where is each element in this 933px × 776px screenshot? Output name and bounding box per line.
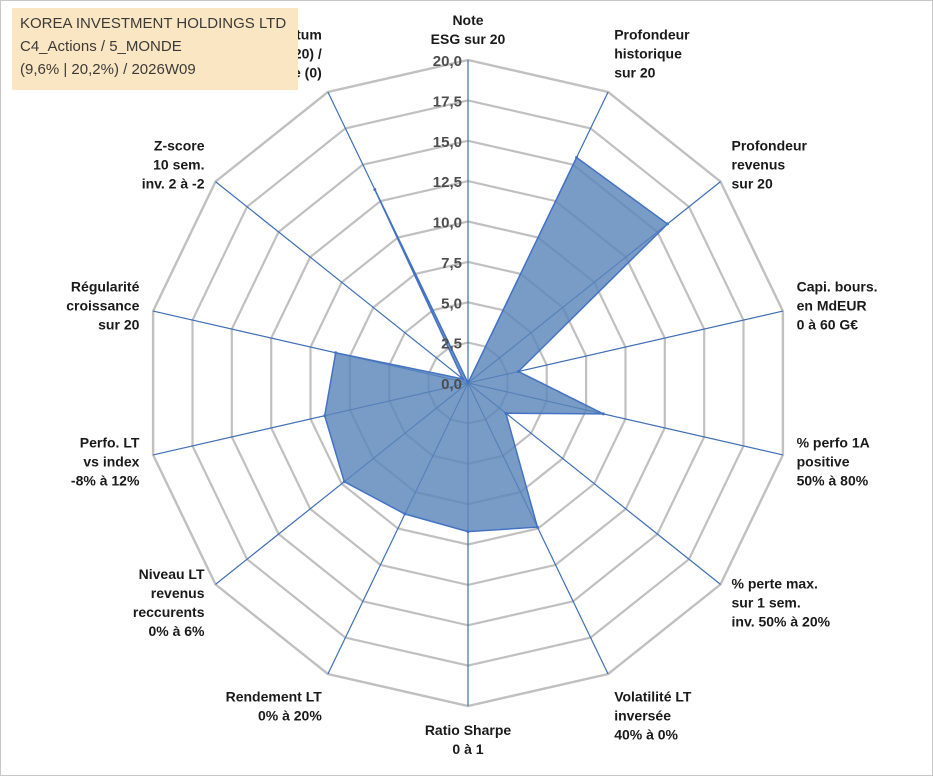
axis-label-line: % perfo 1A [797, 435, 870, 451]
axis-label-line: 40% à 0% [614, 727, 678, 743]
axis-label-line: ESG sur 20 [431, 31, 506, 47]
axis-label-line: en MdEUR [797, 297, 867, 313]
axis-label-line: sur 20 [732, 176, 773, 192]
tick-label: 0,0 [441, 376, 462, 393]
axis-spoke [467, 382, 721, 585]
axis-label-line: Perfo. LT [80, 435, 140, 451]
axis-label-line: sur 1 sem. [732, 594, 801, 610]
tick-label: 15,0 [433, 134, 462, 151]
axis-label-line: -8% à 12% [71, 473, 140, 489]
axis-label-line: 0 à 60 G€ [797, 316, 859, 332]
company-name: KOREA INVESTMENT HOLDINGS LTD [20, 15, 287, 32]
axis-label-line: croissance [66, 297, 139, 313]
axis-label-line: inv. 50% à 20% [732, 613, 831, 629]
axis-spoke [215, 181, 469, 384]
axis-label-line: Profondeur [732, 138, 808, 154]
axis-label-line: sur 20 [614, 64, 655, 80]
axis-label-line: Z-score [154, 138, 205, 154]
series-layer [323, 156, 669, 534]
axis-label: Rendement LT 0% à 20% [226, 689, 323, 724]
axis-spoke [467, 310, 784, 384]
data-point [466, 381, 470, 385]
axis-label-line: positive [797, 454, 850, 470]
axis-label-line: 0% à 20% [258, 708, 322, 724]
axis-label: Ratio Sharpe 0 à 1 [425, 722, 512, 757]
axis-label: Profondeur historique sur 20 [614, 26, 690, 80]
axis-label-line: revenus [151, 585, 205, 601]
axis-labels: Note ESG sur 20 Profondeur historique sur 20… [66, 12, 877, 757]
tick-label: 2,5 [441, 336, 462, 353]
axis-label-line: Capi. bours. [797, 278, 878, 294]
portfolio-label: C4_Actions / 5_MONDE [20, 38, 182, 55]
axis-label-line: 0 à 1 [452, 741, 483, 757]
data-point [466, 530, 470, 534]
series-area [323, 156, 669, 533]
axis-label: Capi. bours. en MdEUR 0 à 60 G€ [797, 278, 878, 332]
axis-label-line: historique [614, 45, 682, 61]
data-point [535, 525, 539, 529]
data-point [323, 414, 327, 418]
data-point [342, 480, 346, 484]
axis-label-line: Note [452, 12, 483, 28]
axis-label: Note ESG sur 20 [431, 12, 506, 47]
axis-label-line: 10 sem. [153, 157, 204, 173]
axis-label-line: vs index [83, 454, 139, 470]
data-point [504, 411, 508, 415]
tick-label: 5,0 [441, 295, 462, 312]
data-point [373, 188, 377, 191]
axis-label-line: Niveau LT [139, 566, 205, 582]
axis-label: Volatilité LT inversée 40% à 0% [614, 689, 692, 743]
axis-label: Z-score 10 sem. inv. 2 à -2 [142, 138, 205, 192]
axis-label: % perfo 1A positive 50% à 80% [797, 435, 870, 489]
axis-label-line: 0% à 6% [148, 623, 205, 639]
axis-label-line: revenus [732, 157, 786, 173]
axis-label-line: Rendement LT [226, 689, 323, 705]
axis-label: Niveau LT revenus reccurents 0% à 6% [133, 566, 205, 639]
axis-label-line: Régularité [71, 278, 140, 294]
tick-label: 10,0 [433, 215, 462, 232]
axis-label-line: % perte max. [732, 575, 818, 591]
axis-label-line: 50% à 80% [797, 473, 869, 489]
axis-label: Perfo. LT vs index -8% à 12% [71, 435, 140, 489]
data-point [666, 222, 669, 226]
data-point [516, 370, 520, 373]
tick-label: 12,5 [433, 174, 462, 191]
data-point [461, 377, 465, 381]
tick-label: 17,5 [433, 93, 462, 110]
axis-label-line: inv. 2 à -2 [142, 176, 205, 192]
axis-label-line: Ratio Sharpe [425, 722, 512, 738]
data-point [403, 512, 407, 516]
axis-label: Régularité croissance sur 20 [66, 278, 139, 332]
data-point [601, 412, 605, 416]
axis-label-line: inversée [614, 708, 671, 724]
axis-label: % perte max. sur 1 sem. inv. 50% à 20% [732, 575, 831, 629]
axis-label-line: Profondeur [614, 26, 690, 42]
tick-label: 7,5 [441, 255, 462, 272]
performance-stats: (9,6% | 20,2%) / 2026W09 [20, 61, 196, 78]
tick-labels: 0,0 2,5 5,0 7,5 10,0 12,5 15,0 17,5 20,0 [433, 53, 462, 393]
data-point [575, 156, 579, 159]
title-box: KOREA INVESTMENT HOLDINGS LTD C4_Actions… [12, 8, 298, 90]
axis-label-line: sur 20 [98, 316, 139, 332]
data-point [334, 351, 338, 355]
axis-label-line: Volatilité LT [614, 689, 692, 705]
axis-label: Profondeur revenus sur 20 [732, 138, 808, 192]
axis-label-line: reccurents [133, 604, 205, 620]
tick-label: 20,0 [433, 53, 462, 70]
